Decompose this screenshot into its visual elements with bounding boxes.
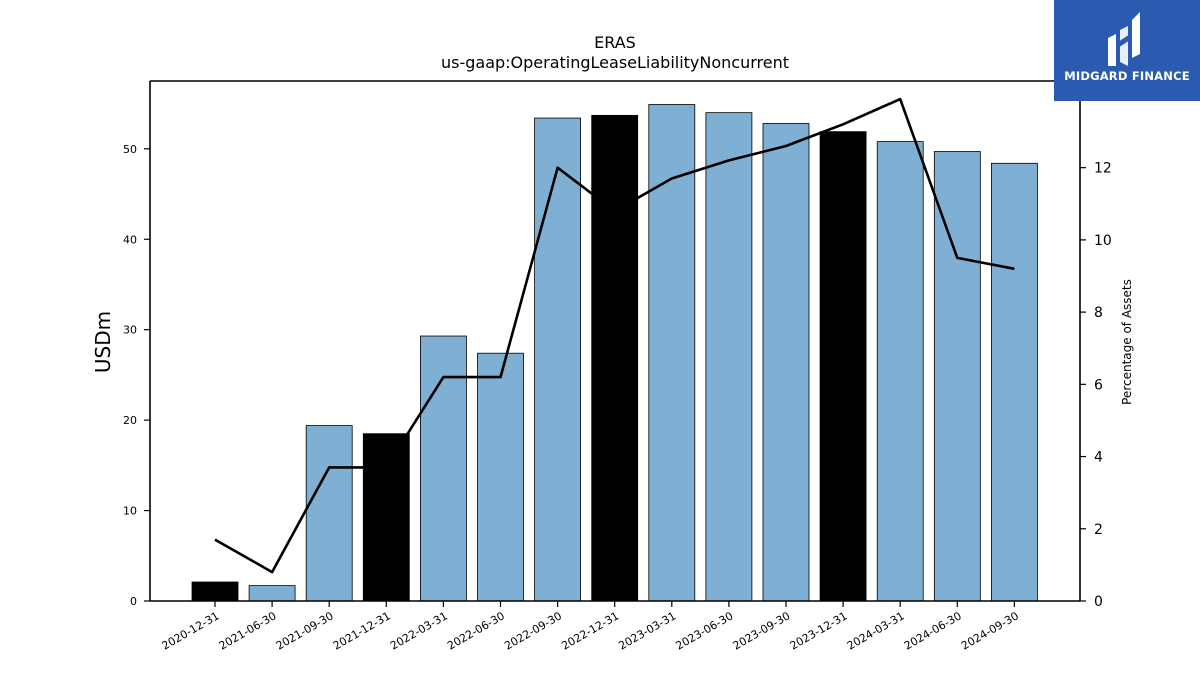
- x-tick-label: 2023-06-30: [674, 609, 736, 652]
- y2-tick-label: 0: [1094, 594, 1103, 610]
- y-tick-label: 50: [123, 143, 137, 156]
- brand-logo: MIDGARD FINANCE: [1054, 0, 1200, 101]
- bar-2021-06-30: [248, 585, 296, 602]
- chart-subtitle: us-gaap:OperatingLeaseLiabilityNoncurren…: [441, 53, 789, 72]
- y-tick-label: 10: [123, 505, 137, 518]
- x-tick-label: 2021-12-31: [331, 609, 393, 652]
- y2-axis-label: Percentage of Assets: [1120, 279, 1134, 405]
- bar-2023-09-30: [762, 123, 810, 602]
- x-tick-label: 2023-12-31: [788, 609, 850, 652]
- y2-tick-label: 2: [1094, 522, 1103, 538]
- y-axis-label: USDm: [91, 311, 115, 373]
- bar-2022-03-31: [419, 335, 467, 602]
- y-tick-label: 20: [123, 414, 137, 427]
- x-tick-label: 2022-06-30: [445, 609, 507, 652]
- chart-title: ERAS: [594, 33, 636, 52]
- bar-2021-09-30: [305, 425, 353, 602]
- y2-tick-label: 4: [1094, 450, 1103, 466]
- y-tick-label: 40: [123, 233, 137, 246]
- y2-tick-label: 6: [1094, 377, 1103, 393]
- bar-2023-06-30: [705, 112, 753, 602]
- bar-2022-12-31: [591, 114, 639, 602]
- bars-group: [191, 104, 1038, 602]
- line-group: [214, 97, 1015, 574]
- bar-2024-09-30: [991, 162, 1038, 602]
- bar-2024-03-31: [876, 141, 924, 602]
- x-tick-label: 2021-09-30: [274, 609, 336, 652]
- x-tick-label: 2021-06-30: [217, 609, 279, 652]
- y2-tick-label: 10: [1094, 233, 1112, 249]
- y-tick-label: 0: [130, 595, 137, 608]
- midgard-logo-icon: [1108, 12, 1140, 66]
- bar-2023-12-31: [819, 131, 867, 602]
- x-tick-label: 2023-09-30: [731, 609, 793, 652]
- x-tick-label: 2024-06-30: [902, 609, 964, 652]
- bar-2020-12-31: [191, 581, 239, 602]
- y2-tick-label: 12: [1094, 161, 1112, 177]
- bar-2021-12-31: [362, 433, 410, 602]
- y2-tick-label: 8: [1094, 305, 1103, 321]
- x-tick-label: 2020-12-31: [160, 609, 222, 652]
- x-tick-label: 2024-09-30: [959, 609, 1021, 652]
- y-tick-label: 30: [123, 324, 137, 337]
- x-tick-label: 2023-03-31: [616, 609, 678, 652]
- bar-2022-09-30: [534, 117, 581, 602]
- bar-2024-06-30: [933, 151, 981, 602]
- brand-name: MIDGARD FINANCE: [1064, 69, 1190, 83]
- bar-2022-06-30: [477, 352, 524, 602]
- x-tick-label: 2022-03-31: [388, 609, 450, 652]
- x-tick-label: 2022-09-30: [502, 609, 564, 652]
- x-tick-label: 2024-03-31: [845, 609, 907, 652]
- x-tick-label: 2022-12-31: [559, 609, 621, 652]
